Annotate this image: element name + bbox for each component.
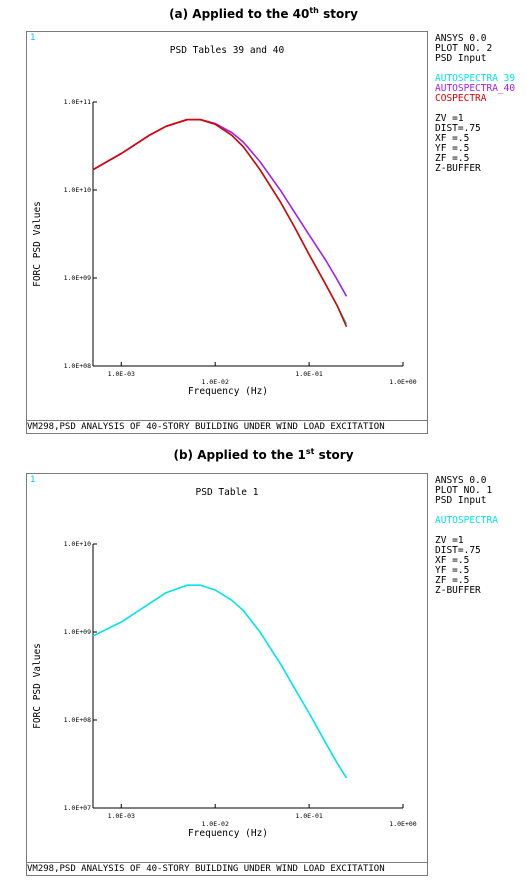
window-number-a: 1 [30, 33, 36, 43]
view-param: ZV =1 [435, 535, 464, 546]
legend-entry: AUTOSPECTRA 39 [435, 73, 516, 84]
x-tick-label: 1.0E-01 [295, 370, 322, 378]
legend-entry: COSPECTRA [435, 93, 487, 104]
caption-a-sup: th [309, 6, 319, 15]
side-line: ANSYS 0.0 [435, 475, 487, 486]
view-param: ZV =1 [435, 113, 464, 124]
x-tick-label: 1.0E-02 [201, 378, 228, 386]
y-tick-label: 1.0E+10 [64, 186, 91, 194]
x-tick-label: 1.0E-03 [108, 370, 135, 378]
side-line: PSD Input [435, 495, 487, 506]
caption-panel-b: (b) Applied to the 1st story [0, 447, 527, 462]
caption-panel-a: (a) Applied to the 40th story [0, 6, 527, 21]
view-param: DIST=.75 [435, 123, 481, 134]
footer-b: VM298,PSD ANALYSIS OF 40-STORY BUILDING … [27, 862, 427, 875]
caption-b-tail: story [314, 448, 354, 462]
series-line-1 [92, 118, 348, 325]
caption-b-sup: st [305, 447, 315, 456]
view-param: ZF =.5 [435, 575, 470, 586]
y-tick-label: 1.0E+08 [64, 362, 91, 370]
x-tick-label: 1.0E+00 [389, 820, 416, 828]
side-line: PLOT NO. 1 [435, 485, 493, 496]
side-line: PSD Input [435, 53, 487, 64]
y-tick-label: 1.0E+10 [64, 540, 91, 548]
x-tick-label: 1.0E-03 [108, 812, 135, 820]
y-axis-label: FORC PSD Values [32, 201, 43, 287]
view-param: YF =.5 [435, 565, 470, 576]
y-tick-label: 1.0E+09 [64, 628, 91, 636]
plot-window-b: 1 PSD Table 1 1.0E+07 1.0E+08 1.0E+09 1.0E+… [26, 473, 428, 876]
view-param: Z-BUFFER [435, 163, 481, 174]
caption-a-tail: story [318, 7, 358, 21]
footer-a: VM298,PSD ANALYSIS OF 40-STORY BUILDING … [27, 420, 427, 433]
window-number-b: 1 [30, 475, 36, 485]
view-param: XF =.5 [435, 133, 470, 144]
x-axis-label: Frequency (Hz) [188, 386, 268, 397]
legend-entry: AUTOSPECTRA [435, 515, 498, 526]
caption-a-main: (a) Applied to the 40 [169, 7, 310, 21]
side-line: ANSYS 0.0 [435, 33, 487, 44]
side-info-b: ANSYS 0.0 PLOT NO. 1 PSD Input AUTOSPECT… [435, 476, 527, 596]
y-tick-label: 1.0E+07 [64, 804, 91, 812]
view-param: ZF =.5 [435, 153, 470, 164]
series-line-1 [92, 584, 348, 779]
side-info-a: ANSYS 0.0 PLOT NO. 2 PSD Input AUTOSPECT… [435, 34, 527, 174]
plot-title-b: PSD Table 1 [195, 487, 259, 498]
y-tick-label: 1.0E+08 [64, 716, 91, 724]
view-param: YF =.5 [435, 143, 470, 154]
x-tick-label: 1.0E+00 [389, 378, 416, 386]
plot-title-a: PSD Tables 39 and 40 [169, 45, 285, 56]
x-axis-label: Frequency (Hz) [188, 828, 268, 839]
y-tick-label: 1.0E+11 [64, 98, 91, 106]
y-axis-label: FORC PSD Values [32, 643, 43, 729]
view-param: DIST=.75 [435, 545, 481, 556]
series-line-2 [92, 118, 348, 297]
chart-b: 1.0E+07 1.0E+08 1.0E+09 1.0E+10 1.0E-03 1.0E-… [32, 540, 417, 839]
legend-entry: AUTOSPECTRA_40 [435, 83, 516, 94]
caption-b-main: (b) Applied to the 1 [173, 448, 306, 462]
series-line-3 [92, 118, 348, 328]
plot-window-a: 1 PSD Tables 39 and 40 1.0E+08 1.0E+09 1.0… [26, 31, 428, 434]
side-line: PLOT NO. 2 [435, 43, 493, 54]
view-param: Z-BUFFER [435, 585, 481, 596]
x-tick-label: 1.0E-02 [201, 820, 228, 828]
chart-a: 1.0E+08 1.0E+09 1.0E+10 1.0E+11 1.0E-03 1.0E-… [32, 98, 417, 397]
x-tick-label: 1.0E-01 [295, 812, 322, 820]
y-tick-label: 1.0E+09 [64, 274, 91, 282]
view-param: XF =.5 [435, 555, 470, 566]
